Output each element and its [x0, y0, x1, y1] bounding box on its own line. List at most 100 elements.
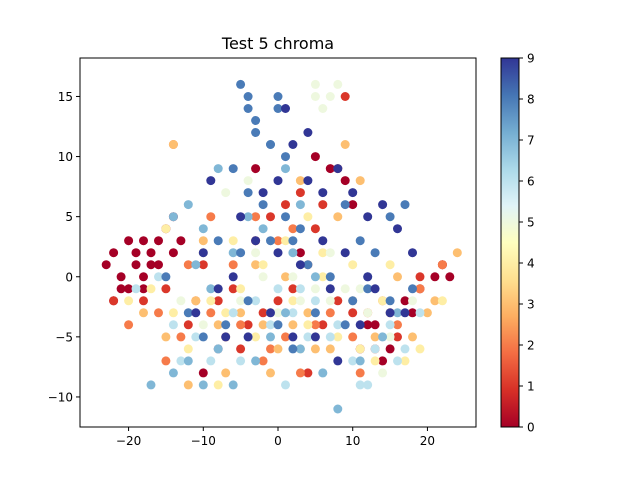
scatter-point-label-3 — [355, 176, 365, 186]
scatter-point-label-7 — [378, 332, 388, 342]
scatter-point-label-9 — [370, 284, 380, 294]
scatter-point-label-2 — [176, 332, 186, 342]
scatter-point-label-9 — [258, 188, 268, 198]
x-tick-label: 10 — [345, 434, 360, 448]
scatter-point-label-5 — [236, 296, 246, 306]
scatter-point-label-3 — [370, 332, 380, 342]
scatter-point-label-3 — [183, 380, 193, 390]
scatter-point-label-3 — [430, 296, 440, 306]
y-axis: −10 −5 0 5 10 15 — [48, 90, 80, 404]
colorbar-tick-label: 0 — [527, 421, 535, 435]
colorbar-axis: 0 1 2 3 4 5 6 7 8 9 — [519, 52, 535, 435]
scatter-point-label-4 — [281, 236, 290, 246]
scatter-point-label-0 — [378, 356, 388, 366]
scatter-point-label-3 — [281, 272, 290, 282]
scatter-point-label-7 — [183, 200, 193, 210]
scatter-point-label-3 — [213, 320, 223, 330]
scatter-point-label-7 — [288, 248, 298, 258]
scatter-point-label-3 — [191, 296, 201, 306]
scatter-point-label-9 — [303, 176, 313, 186]
scatter-point-label-7 — [146, 380, 156, 390]
colorbar-tick-label: 7 — [527, 134, 535, 148]
scatter-point-label-2 — [183, 260, 193, 270]
scatter-point-label-1 — [348, 308, 358, 318]
scatter-point-label-6 — [281, 380, 290, 390]
scatter-point-label-6 — [154, 272, 163, 282]
scatter-point-label-9 — [378, 200, 388, 210]
scatter-point-label-1 — [288, 284, 298, 294]
scatter-point-label-1 — [333, 296, 343, 306]
scatter-point-label-1 — [281, 200, 290, 210]
scatter-point-label-0 — [101, 260, 111, 270]
scatter-point-label-7 — [295, 344, 305, 354]
scatter-point-label-2 — [266, 344, 275, 354]
scatter-point-label-6 — [191, 332, 201, 342]
scatter-point-label-4 — [146, 284, 156, 294]
scatter-point-label-0 — [198, 368, 208, 378]
scatter-point-label-8 — [288, 344, 298, 354]
scatter-point-label-8 — [363, 284, 373, 294]
scatter-point-label-9 — [348, 188, 358, 198]
scatter-point-label-4 — [213, 380, 223, 390]
scatter-point-label-1 — [109, 296, 119, 306]
scatter-point-label-9 — [408, 248, 417, 258]
scatter-point-label-0 — [154, 260, 163, 270]
scatter-point-label-6 — [303, 332, 313, 342]
scatter-point-label-0 — [124, 284, 134, 294]
scatter-point-label-6 — [288, 308, 298, 318]
scatter-point-label-2 — [228, 260, 238, 270]
scatter-point-label-2 — [355, 368, 365, 378]
scatter-point-label-4 — [415, 344, 425, 354]
scatter-point-label-8 — [303, 260, 313, 270]
scatter-point-label-7 — [198, 224, 208, 234]
scatter-point-label-8 — [310, 308, 320, 318]
scatter-point-label-8 — [273, 104, 283, 113]
scatter-point-label-0 — [310, 152, 320, 162]
scatter-point-label-0 — [295, 248, 305, 258]
scatter-point-label-4 — [236, 284, 246, 294]
scatter-point-label-1 — [139, 296, 148, 306]
scatter-point-label-7 — [183, 356, 193, 366]
scatter-point-label-8 — [340, 320, 350, 330]
scatter-point-label-7 — [168, 212, 178, 222]
scatter-point-label-5 — [340, 284, 350, 294]
scatter-point-label-3 — [221, 368, 231, 378]
scatter-point-label-7 — [228, 248, 238, 258]
scatter-point-label-7 — [318, 368, 328, 378]
scatter-point-label-9 — [281, 104, 290, 113]
scatter-point-label-8 — [385, 212, 395, 222]
scatter-point-label-4 — [183, 344, 193, 354]
scatter-point-label-8 — [281, 212, 290, 222]
colorbar-tick-label: 6 — [527, 175, 535, 189]
x-tick-label: 20 — [420, 434, 435, 448]
scatter-point-label-8 — [408, 284, 417, 294]
scatter-point-label-3 — [452, 248, 462, 258]
scatter-point-label-9 — [363, 272, 373, 282]
scatter-point-label-8 — [251, 116, 261, 125]
scatter-point-label-9 — [325, 284, 335, 294]
scatter-point-label-6 — [266, 320, 275, 330]
scatter-point-label-3 — [273, 344, 283, 354]
scatter-point-label-3 — [251, 260, 261, 270]
scatter-point-label-6 — [393, 356, 402, 366]
scatter-point-label-4 — [318, 248, 328, 258]
scatter-point-label-8 — [228, 164, 238, 174]
scatter-point-label-0 — [430, 272, 440, 282]
scatter-point-label-8 — [348, 296, 358, 306]
scatter-point-label-5 — [333, 79, 343, 89]
scatter-point-label-7 — [295, 200, 305, 210]
scatter-point-label-0 — [139, 272, 148, 282]
scatter-point-label-7 — [243, 212, 253, 222]
scatter-point-label-7 — [198, 380, 208, 390]
scatter-point-label-8 — [273, 320, 283, 330]
scatter-point-label-6 — [228, 308, 238, 318]
scatter-point-label-9 — [355, 320, 365, 330]
scatter-point-label-7 — [266, 332, 275, 342]
scatter-point-label-3 — [258, 320, 268, 330]
scatter-point-label-0 — [348, 200, 358, 210]
scatter-point-label-9 — [251, 236, 261, 246]
scatter-point-label-5 — [310, 79, 320, 89]
scatter-point-label-8 — [213, 236, 223, 246]
scatter-point-label-0 — [146, 260, 156, 270]
